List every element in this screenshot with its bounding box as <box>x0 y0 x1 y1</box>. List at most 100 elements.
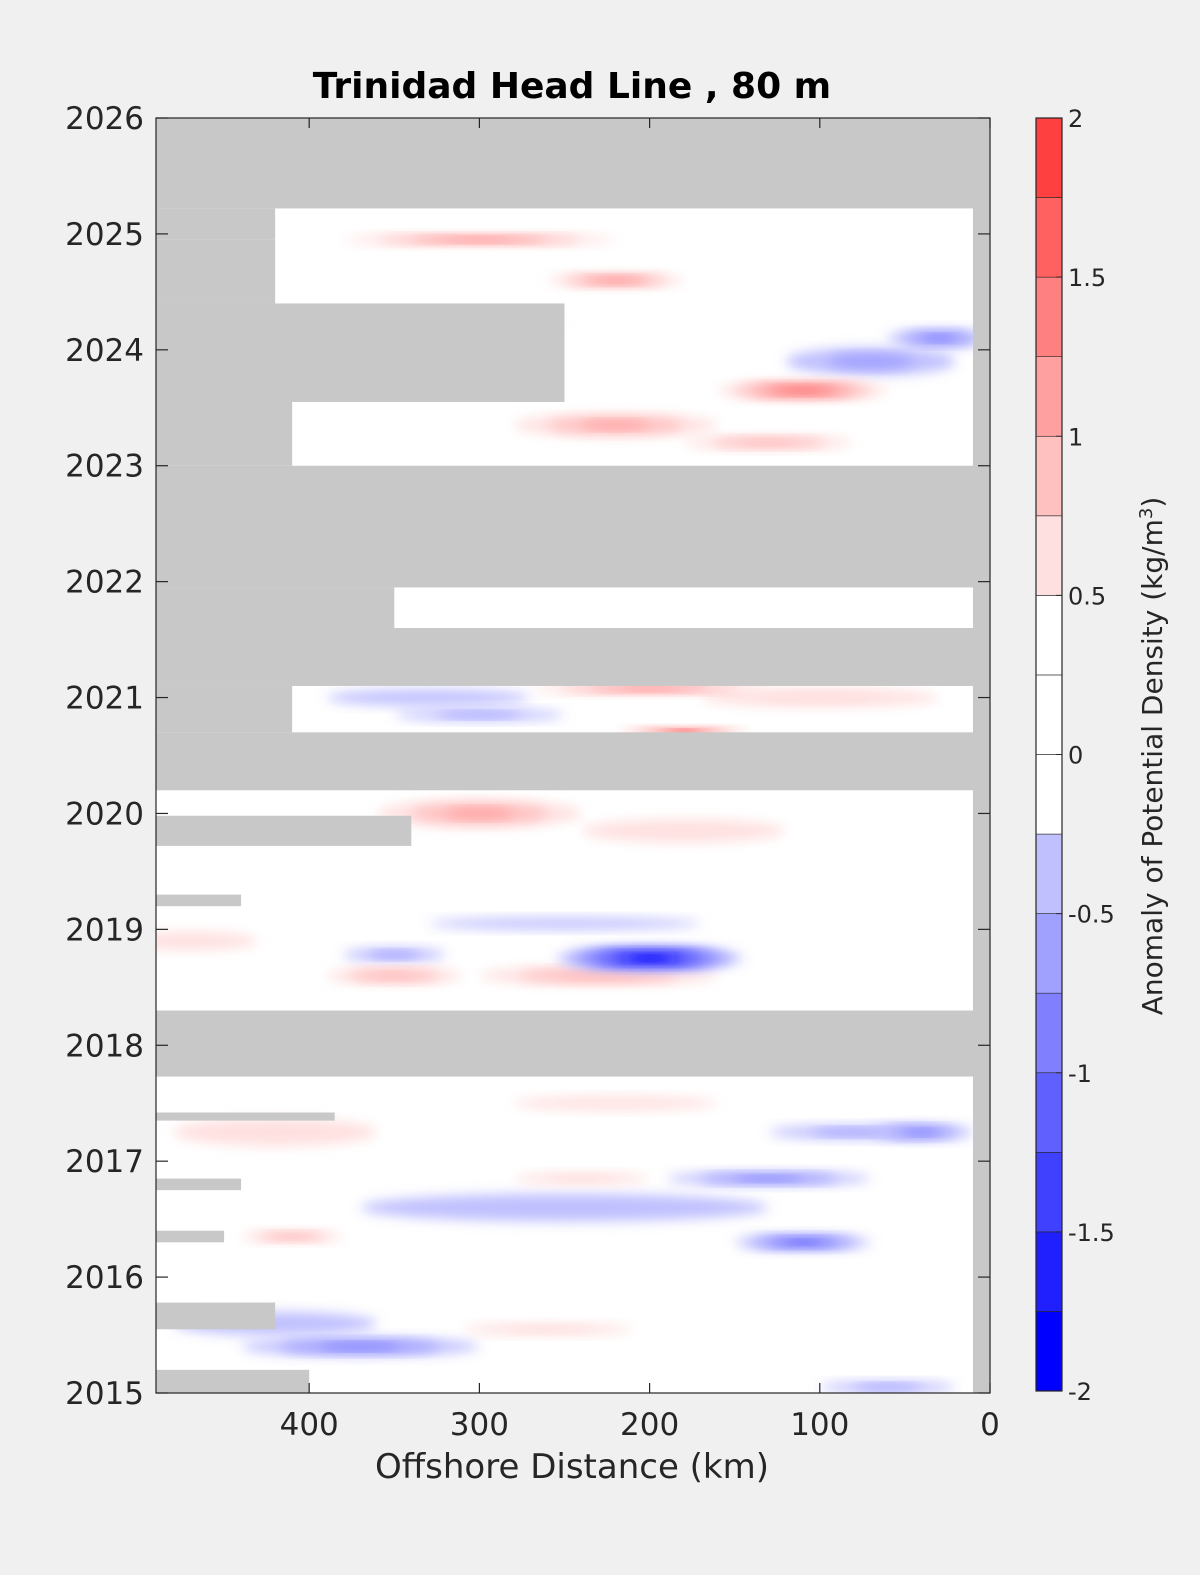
x-tick-label: 200 <box>620 1407 679 1443</box>
y-tick-label: 2016 <box>65 1260 144 1296</box>
anomaly-contour <box>734 1176 803 1181</box>
anomaly-contour <box>828 354 914 369</box>
anomaly-contour <box>598 278 633 283</box>
colorbar-segment <box>1035 1152 1063 1233</box>
y-tick-label: 2025 <box>65 217 144 253</box>
colorbar-segment <box>1035 992 1063 1074</box>
missing-data-region <box>156 1010 990 1077</box>
colorbar-tick-label: -0.5 <box>1068 901 1115 929</box>
y-tick-label: 2022 <box>65 565 144 601</box>
anomaly-contour <box>760 692 880 703</box>
anomaly-contour <box>156 931 259 951</box>
missing-data-region <box>156 1230 225 1243</box>
colorbar-tick-label: -1.5 <box>1068 1219 1115 1247</box>
anomaly-contour <box>360 1193 769 1222</box>
anomaly-contour <box>740 440 798 445</box>
anomaly-contour <box>619 686 680 691</box>
colorbar-segment <box>1035 276 1063 357</box>
colorbar-tick-label: 1 <box>1068 423 1083 451</box>
colorbar-tick-label: 0 <box>1068 742 1083 770</box>
anomaly-contour <box>326 689 531 706</box>
missing-data-region <box>156 815 412 846</box>
colorbar-segment <box>1035 913 1063 994</box>
x-tick-label: 400 <box>280 1407 339 1443</box>
missing-data-region <box>156 1178 242 1191</box>
missing-data-region <box>156 685 293 733</box>
anomaly-contour <box>581 421 650 430</box>
anomaly-contour <box>320 1343 400 1350</box>
missing-data-region <box>156 1369 310 1393</box>
x-axis-label: Offshore Distance (km) <box>375 1447 769 1487</box>
missing-data-region <box>156 401 293 466</box>
anomaly-contour <box>558 972 639 979</box>
missing-data-region <box>156 628 990 686</box>
colorbar-segment <box>1035 435 1063 517</box>
colorbar-segment <box>1035 197 1063 278</box>
missing-data-region <box>156 303 565 402</box>
anomaly-contour <box>445 237 514 242</box>
missing-data-region <box>156 239 276 304</box>
x-tick-label: 100 <box>790 1407 849 1443</box>
missing-data-region <box>156 1302 276 1330</box>
x-tick-label: 0 <box>980 1407 1000 1443</box>
missing-data-region <box>156 1112 335 1121</box>
colorbar-segment <box>1035 515 1063 596</box>
anomaly-contour <box>636 956 663 961</box>
colorbar-segment <box>1035 595 1063 676</box>
anomaly-contour <box>445 808 514 819</box>
y-tick-label: 2026 <box>65 101 144 137</box>
anomaly-contour <box>368 951 420 959</box>
y-tick-label: 2017 <box>65 1144 144 1180</box>
anomaly-contour <box>547 1175 616 1182</box>
missing-data-region <box>156 118 990 209</box>
colorbar-tick-label: 1.5 <box>1068 264 1106 292</box>
anomaly-contour <box>921 335 956 342</box>
chart-title: Trinidad Head Line , 80 m <box>313 66 831 107</box>
y-tick-label: 2021 <box>65 681 144 717</box>
missing-data-region <box>156 732 990 791</box>
y-tick-label: 2020 <box>65 796 144 832</box>
missing-data-region <box>156 208 276 240</box>
y-tick-label: 2018 <box>65 1028 144 1064</box>
missing-data-region <box>156 894 242 907</box>
missing-data-region <box>156 465 990 588</box>
missing-data-region <box>972 118 990 1393</box>
anomaly-contour <box>785 388 820 393</box>
y-tick-label: 2023 <box>65 449 144 485</box>
anomaly-contour <box>504 1326 591 1333</box>
plot-area <box>156 118 990 1393</box>
colorbar-segment <box>1035 1072 1063 1153</box>
colorbar-segment <box>1035 833 1063 914</box>
anomaly-contour <box>275 1234 310 1239</box>
colorbar: 2 1.5 1 0.5 0 -0.5 -1 -1.5 -2 <box>1035 105 1115 1406</box>
anomaly-contour <box>371 973 417 979</box>
colorbar-label: Anomaly of Potential Density (kg/m3) <box>1136 497 1169 1016</box>
colorbar-segment <box>1035 1231 1063 1312</box>
colorbar-tick-label: -2 <box>1068 1378 1092 1406</box>
y-tick-label: 2019 <box>65 912 144 948</box>
anomaly-contour <box>785 1240 820 1245</box>
y-axis: 2015 2016 2017 2018 2019 2020 2021 2022 2023 2024… <box>65 101 990 1412</box>
anomaly-contour <box>853 1384 922 1391</box>
anomaly-contour <box>581 819 786 843</box>
anomaly-contour <box>513 1096 718 1111</box>
plot-frame <box>155 117 991 1394</box>
anomaly-contour <box>904 1129 939 1135</box>
x-tick-label: 300 <box>450 1407 509 1443</box>
x-axis: 400 300 200 100 0 <box>280 118 1000 1443</box>
colorbar-segment <box>1035 356 1063 437</box>
colorbar-segment <box>1035 754 1063 835</box>
anomaly-contour <box>436 712 522 718</box>
anomaly-contour <box>428 917 701 930</box>
colorbar-tick-label: 2 <box>1068 105 1083 133</box>
colorbar-segment <box>1035 117 1063 198</box>
colorbar-tick-label: -1 <box>1068 1060 1092 1088</box>
colorbar-segment <box>1035 674 1063 755</box>
anomaly-contour <box>173 1118 378 1147</box>
y-tick-label: 2015 <box>65 1376 144 1412</box>
y-tick-label: 2024 <box>65 333 144 369</box>
missing-data-layer <box>156 118 990 1393</box>
anomaly-contour <box>666 877 871 889</box>
colorbar-tick-label: 0.5 <box>1068 582 1106 610</box>
